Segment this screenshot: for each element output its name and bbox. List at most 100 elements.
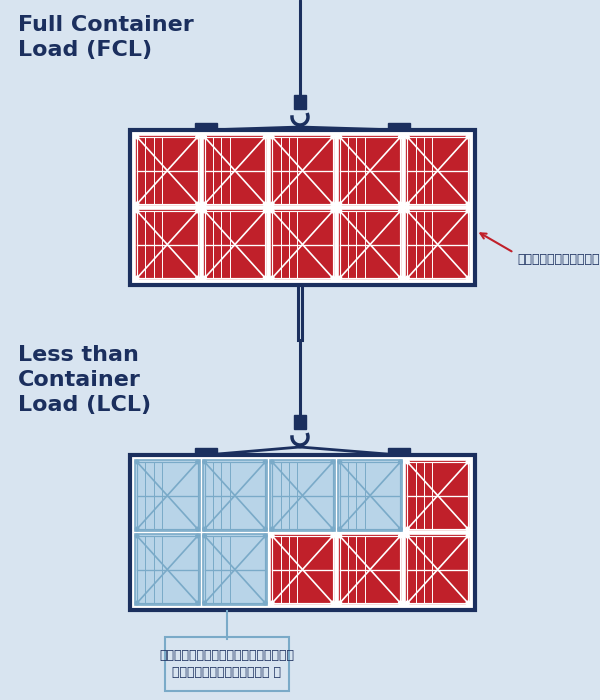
- Bar: [340, 211, 400, 278]
- Circle shape: [196, 276, 199, 280]
- Circle shape: [196, 527, 199, 531]
- Circle shape: [466, 534, 470, 538]
- Bar: [203, 534, 267, 605]
- Bar: [195, 123, 217, 130]
- Bar: [195, 448, 217, 455]
- Bar: [272, 137, 333, 204]
- Circle shape: [203, 527, 206, 531]
- Circle shape: [271, 601, 274, 605]
- Bar: [406, 460, 470, 531]
- Circle shape: [398, 527, 402, 531]
- Circle shape: [331, 276, 335, 280]
- Bar: [338, 460, 403, 531]
- Circle shape: [398, 460, 402, 464]
- Circle shape: [263, 534, 267, 538]
- Bar: [407, 462, 468, 529]
- Circle shape: [466, 527, 470, 531]
- Bar: [270, 460, 335, 531]
- Bar: [135, 460, 200, 531]
- Circle shape: [331, 527, 335, 531]
- Circle shape: [466, 209, 470, 213]
- Bar: [406, 209, 470, 280]
- Bar: [338, 209, 403, 280]
- Bar: [203, 135, 267, 206]
- Bar: [340, 536, 400, 603]
- Circle shape: [271, 135, 274, 139]
- Circle shape: [406, 534, 409, 538]
- Circle shape: [271, 276, 274, 280]
- Bar: [388, 448, 410, 455]
- Circle shape: [203, 202, 206, 206]
- Circle shape: [135, 202, 139, 206]
- Circle shape: [331, 202, 335, 206]
- Circle shape: [338, 209, 341, 213]
- Bar: [406, 534, 470, 605]
- Circle shape: [331, 534, 335, 538]
- Circle shape: [406, 601, 409, 605]
- Circle shape: [135, 527, 139, 531]
- Circle shape: [466, 601, 470, 605]
- Circle shape: [338, 527, 341, 531]
- Circle shape: [406, 202, 409, 206]
- Circle shape: [135, 601, 139, 605]
- Circle shape: [203, 209, 206, 213]
- Circle shape: [331, 460, 335, 464]
- Circle shape: [406, 135, 409, 139]
- Bar: [406, 135, 470, 206]
- Bar: [270, 209, 335, 280]
- Text: Full Container
Load (FCL): Full Container Load (FCL): [18, 15, 194, 60]
- Circle shape: [271, 202, 274, 206]
- Bar: [135, 534, 200, 605]
- Bar: [137, 137, 197, 204]
- FancyBboxPatch shape: [164, 637, 289, 691]
- Bar: [135, 135, 200, 206]
- Circle shape: [263, 527, 267, 531]
- Circle shape: [338, 601, 341, 605]
- Circle shape: [406, 276, 409, 280]
- Bar: [407, 137, 468, 204]
- Circle shape: [203, 276, 206, 280]
- Bar: [272, 462, 333, 529]
- Bar: [137, 211, 197, 278]
- Circle shape: [203, 534, 206, 538]
- Circle shape: [196, 202, 199, 206]
- Text: Less than
Container
Load (LCL): Less than Container Load (LCL): [18, 345, 151, 414]
- Circle shape: [271, 460, 274, 464]
- Circle shape: [466, 202, 470, 206]
- Bar: [130, 130, 475, 285]
- Circle shape: [135, 460, 139, 464]
- Circle shape: [331, 135, 335, 139]
- Circle shape: [466, 460, 470, 464]
- Circle shape: [338, 202, 341, 206]
- Circle shape: [196, 534, 199, 538]
- Circle shape: [196, 209, 199, 213]
- Bar: [205, 211, 265, 278]
- Circle shape: [135, 135, 139, 139]
- Circle shape: [338, 135, 341, 139]
- Bar: [338, 534, 403, 605]
- Bar: [205, 137, 265, 204]
- Circle shape: [263, 202, 267, 206]
- Bar: [137, 462, 197, 529]
- Bar: [203, 209, 267, 280]
- Bar: [272, 536, 333, 603]
- Bar: [340, 137, 400, 204]
- Circle shape: [466, 276, 470, 280]
- Circle shape: [398, 209, 402, 213]
- Bar: [388, 123, 410, 130]
- Circle shape: [338, 276, 341, 280]
- Circle shape: [398, 276, 402, 280]
- Circle shape: [196, 135, 199, 139]
- Circle shape: [338, 534, 341, 538]
- Circle shape: [398, 534, 402, 538]
- Circle shape: [398, 601, 402, 605]
- Circle shape: [196, 601, 199, 605]
- Bar: [340, 462, 400, 529]
- Circle shape: [271, 527, 274, 531]
- Circle shape: [398, 135, 402, 139]
- Circle shape: [263, 135, 267, 139]
- Bar: [294, 95, 306, 109]
- Circle shape: [263, 601, 267, 605]
- Circle shape: [196, 460, 199, 464]
- Circle shape: [406, 460, 409, 464]
